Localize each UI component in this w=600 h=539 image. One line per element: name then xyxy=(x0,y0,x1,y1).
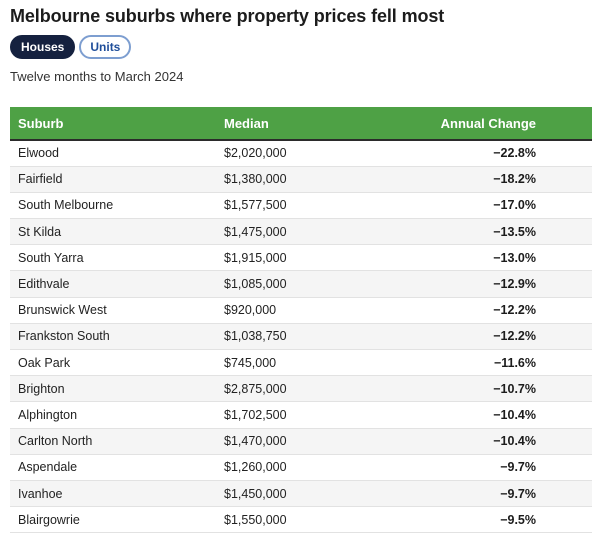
suburb-cell: Fairfield xyxy=(18,172,63,187)
suburb-cell: Edithvale xyxy=(18,277,70,292)
table-header: Suburb Median Annual Change xyxy=(10,107,592,141)
table-row: Carlton North $1,470,000 −10.4% xyxy=(10,428,592,455)
period-subtitle: Twelve months to March 2024 xyxy=(10,69,184,84)
table-row: Fairfield $1,380,000 −18.2% xyxy=(10,166,592,193)
table-row: Blairgowrie $1,550,000 −9.5% xyxy=(10,507,592,533)
suburb-cell: Brighton xyxy=(18,381,65,396)
table-row: Brighton $2,875,000 −10.7% xyxy=(10,375,592,402)
annual-change-cell: −18.2% xyxy=(493,172,536,187)
suburb-cell: Ivanhoe xyxy=(18,486,63,501)
annual-change-cell: −9.7% xyxy=(500,460,536,475)
annual-change-cell: −9.5% xyxy=(500,512,536,527)
table-header-row: Suburb Median Annual Change xyxy=(10,107,592,141)
suburb-cell: Brunswick West xyxy=(18,303,107,318)
annual-change-cell: −22.8% xyxy=(493,146,536,161)
suburb-cell: South Melbourne xyxy=(18,198,114,213)
median-cell: $1,475,000 xyxy=(224,224,287,239)
table-row: Aspendale $1,260,000 −9.7% xyxy=(10,454,592,481)
median-cell: $745,000 xyxy=(224,355,277,370)
median-cell: $1,260,000 xyxy=(224,460,287,475)
annual-change-cell: −10.4% xyxy=(493,407,536,422)
column-header-suburb[interactable]: Suburb xyxy=(10,107,216,141)
annual-change-cell: −12.2% xyxy=(493,329,536,344)
table-body: Elwood $2,020,000 −22.8% Fairfield $1,380,00… xyxy=(10,140,592,533)
annual-change-cell: −9.7% xyxy=(500,486,536,501)
page-title: Melbourne suburbs where property prices … xyxy=(10,6,445,26)
tab-units[interactable]: Units xyxy=(79,35,132,59)
median-cell: $1,085,000 xyxy=(224,277,287,292)
annual-change-cell: −13.5% xyxy=(493,224,536,239)
table-row: Frankston South $1,038,750 −12.2% xyxy=(10,323,592,350)
median-cell: $1,577,500 xyxy=(224,198,287,213)
suburb-cell: Oak Park xyxy=(18,355,71,370)
median-cell: $1,470,000 xyxy=(224,434,287,449)
suburb-cell: St Kilda xyxy=(18,224,62,239)
table-row: South Melbourne $1,577,500 −17.0% xyxy=(10,192,592,219)
annual-change-cell: −12.9% xyxy=(493,277,536,292)
median-cell: $920,000 xyxy=(224,303,277,318)
suburb-cell: Frankston South xyxy=(18,329,110,344)
column-header-median[interactable]: Median xyxy=(216,107,396,141)
suburb-cell: Elwood xyxy=(18,146,59,161)
annual-change-cell: −10.7% xyxy=(493,381,536,396)
median-cell: $1,038,750 xyxy=(224,329,287,344)
suburb-cell: Alphington xyxy=(18,407,78,422)
table-row: St Kilda $1,475,000 −13.5% xyxy=(10,218,592,245)
median-cell: $1,915,000 xyxy=(224,250,287,265)
median-cell: $1,702,500 xyxy=(224,407,287,422)
median-cell: $2,875,000 xyxy=(224,381,287,396)
suburb-cell: Aspendale xyxy=(18,460,78,475)
median-cell: $1,450,000 xyxy=(224,486,287,501)
property-type-tabs: Houses Units xyxy=(10,35,132,59)
column-header-annual-change[interactable]: Annual Change xyxy=(396,107,592,141)
suburb-cell: South Yarra xyxy=(18,250,84,265)
price-table-container: Suburb Median Annual Change Elwood $2,020… xyxy=(10,107,592,533)
table-row: South Yarra $1,915,000 −13.0% xyxy=(10,245,592,271)
median-cell: $1,550,000 xyxy=(224,512,287,527)
annual-change-cell: −17.0% xyxy=(493,198,536,213)
median-cell: $1,380,000 xyxy=(224,172,287,187)
median-cell: $2,020,000 xyxy=(224,146,287,161)
table-row: Alphington $1,702,500 −10.4% xyxy=(10,402,592,429)
table-row: Ivanhoe $1,450,000 −9.7% xyxy=(10,480,592,507)
tab-houses[interactable]: Houses xyxy=(10,35,76,59)
table-row: Brunswick West $920,000 −12.2% xyxy=(10,297,592,324)
table-row: Elwood $2,020,000 −22.8% xyxy=(10,140,592,167)
suburb-cell: Carlton North xyxy=(18,434,93,449)
table-row: Edithvale $1,085,000 −12.9% xyxy=(10,270,592,298)
price-table: Suburb Median Annual Change Elwood $2,020… xyxy=(10,107,592,533)
annual-change-cell: −11.6% xyxy=(493,355,536,370)
annual-change-cell: −13.0% xyxy=(493,250,536,265)
table-row: Oak Park $745,000 −11.6% xyxy=(10,350,592,376)
annual-change-cell: −10.4% xyxy=(493,434,536,449)
annual-change-cell: −12.2% xyxy=(493,303,536,318)
suburb-cell: Blairgowrie xyxy=(18,512,80,527)
